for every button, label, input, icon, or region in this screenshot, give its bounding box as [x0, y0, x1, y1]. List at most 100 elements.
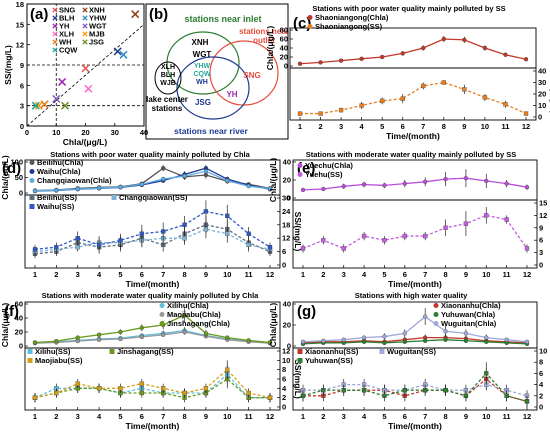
data-point	[318, 60, 323, 65]
a-ytick-label: 15	[16, 20, 24, 29]
series-line	[34, 170, 271, 192]
data-point	[182, 390, 187, 396]
data-point	[341, 337, 346, 342]
series-shaoniangong-ss-	[297, 80, 529, 116]
data-point	[300, 393, 306, 398]
panel-f-label: (f)	[4, 303, 19, 320]
legend-marker-mjb	[82, 31, 88, 37]
panel-c-xtick-label: 12	[522, 122, 530, 131]
data-point	[161, 332, 166, 337]
panel-g-top-ytick-label: 0	[287, 342, 291, 351]
panel-f-bottom-ylabel: SS/(mg/L)	[293, 359, 303, 399]
data-point	[361, 335, 367, 340]
series-line	[303, 378, 528, 403]
data-point	[503, 102, 508, 107]
data-point	[32, 247, 38, 252]
panel-f-xtick-label: 11	[245, 412, 253, 421]
panel-d-xtick-label: 9	[204, 270, 208, 279]
data-point	[246, 184, 251, 189]
data-point	[32, 188, 38, 193]
panel-f-xtick-label: 8	[182, 412, 186, 421]
series-changqiaowan-ss-	[32, 220, 273, 257]
data-point	[361, 182, 367, 187]
point-wgt	[52, 94, 61, 103]
legend-marker	[29, 204, 35, 209]
station-wh: WH	[196, 79, 208, 86]
panel-c: Stations with poor water quality mainly …	[265, 4, 550, 141]
panel-c-xtick-label: 7	[421, 122, 425, 131]
panel-d-bottom-ylabel: SS/(mg/L)	[293, 212, 303, 252]
legend-marker	[159, 303, 165, 308]
panel-e-top-ytick-label: 20	[283, 176, 291, 185]
panel-a-label: (a)	[30, 6, 48, 23]
panel-g-bottom-ytick-label: 2	[539, 391, 543, 400]
data-point	[382, 393, 387, 398]
panel-d-xtick-label: 7	[161, 270, 165, 279]
legend-marker	[29, 178, 35, 183]
legend-marker	[159, 321, 165, 326]
panel-e-xtick-label: 10	[482, 270, 490, 279]
series-line	[302, 315, 528, 343]
data-point	[421, 83, 426, 89]
panel-d-top-ylabel: Chla/(μg/L)	[0, 155, 10, 200]
data-point	[321, 238, 326, 243]
data-point	[297, 111, 303, 116]
panel-c-top-ytick-label: 0	[284, 62, 288, 71]
data-point	[484, 371, 489, 376]
legend-label: Yuehu(SS)	[305, 170, 343, 179]
panel-a-ticks: 0 10 20 30 40 0 3 6 9 12 15 18	[16, 0, 149, 137]
panel-e-bottom-frame	[292, 199, 538, 269]
data-point	[402, 339, 407, 344]
data-point	[297, 61, 303, 66]
station-wjb: WJB	[160, 80, 176, 87]
data-point	[382, 340, 387, 346]
data-point	[182, 222, 187, 227]
panel-e-top-ylabel: Chla/(μg/L)	[268, 158, 278, 203]
legend-label: Maojiabu(Chla)	[167, 310, 221, 319]
panel-e-bottom-ytick-label: 15	[539, 199, 547, 208]
station-yhw: YHW	[194, 63, 211, 70]
legend-label: Changqiaowan(Chla)	[37, 176, 112, 185]
panel-g-xtick-label: 12	[523, 412, 531, 421]
data-point	[361, 233, 367, 239]
data-point	[32, 340, 38, 345]
station-xlh: XLH	[161, 64, 175, 71]
panel-c-xtick-label: 4	[360, 122, 365, 131]
panel-e-xtick-label: 2	[321, 270, 325, 279]
data-point	[139, 390, 144, 396]
data-point	[246, 390, 251, 396]
data-point	[523, 111, 529, 116]
data-point	[203, 169, 209, 174]
data-point	[402, 331, 407, 336]
data-point	[139, 381, 144, 386]
panel-c-xlabel: Time/(month)	[386, 131, 440, 141]
panel-b-label: (b)	[149, 6, 168, 23]
panel-f-xtick-label: 9	[204, 412, 208, 421]
station-yh: YH	[226, 90, 237, 99]
data-point	[96, 386, 102, 391]
a-ytick-label: 3	[20, 102, 24, 111]
data-point	[139, 334, 144, 340]
legend-marker	[307, 24, 313, 29]
data-point	[462, 87, 467, 92]
data-point	[182, 313, 187, 318]
station-wgt: WGT	[193, 50, 212, 59]
point-yhw	[119, 50, 128, 59]
a-xtick-label: 0	[25, 128, 29, 137]
panel-a-points	[31, 10, 140, 110]
data-point	[225, 178, 230, 183]
legend-marker	[109, 349, 115, 354]
series-yuhuwan-ss-	[300, 362, 530, 407]
series-line	[34, 378, 270, 399]
panel-a-legend: SNG XNH BLH YHW YH WGT XLH MJB WH JSG CQW	[52, 6, 107, 55]
panel-e-xtick-label: 8	[443, 270, 447, 279]
data-point	[482, 95, 488, 100]
panel-g-top-ytick-label: 20	[283, 321, 291, 330]
data-point	[118, 329, 123, 335]
station-sng: SNG	[243, 71, 260, 80]
panel-d-xtick-label: 4	[97, 270, 102, 279]
panel-c-xtick-label: 1	[298, 122, 302, 131]
panel-g-bottom-ytick-label: 8	[539, 358, 543, 367]
legend-marker-cqw	[52, 47, 58, 53]
